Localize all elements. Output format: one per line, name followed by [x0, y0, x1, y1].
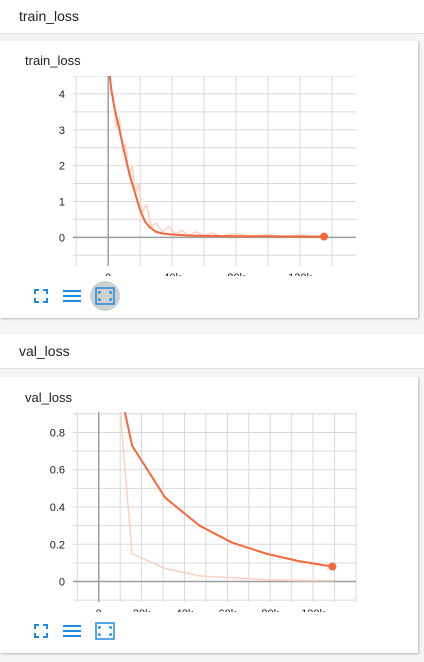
- fit-domain-button[interactable]: [94, 621, 116, 641]
- fit-domain-icon: [95, 622, 115, 640]
- toggle-log-scale-button[interactable]: [61, 286, 83, 306]
- fit-domain-button[interactable]: [90, 281, 120, 311]
- y-tick-label: 0: [59, 232, 65, 244]
- x-tick-label: 40k: [163, 272, 181, 276]
- val-loss-chart[interactable]: 0 0.2 0.4 0.6 0.8 0 20k 40k 60k 80k 100k: [0, 412, 418, 612]
- section-title: val_loss: [19, 343, 70, 359]
- x-tick-label: 0: [96, 608, 102, 612]
- x-tick-label: 40k: [176, 608, 194, 612]
- y-tick-label: 0.6: [50, 465, 65, 477]
- raw-series-line: [119, 412, 333, 582]
- last-point-marker: [320, 232, 329, 241]
- section-title: train_loss: [19, 8, 79, 24]
- smoothed-series-line: [123, 412, 333, 568]
- list-icon: [63, 290, 81, 302]
- fullscreen-button[interactable]: [30, 286, 52, 306]
- chart-card-val-loss: val_loss 0 0.2 0.4 0.6 0.8 0 20k 40k 60k 80k 100k: [0, 377, 418, 653]
- y-tick-label: 2: [59, 161, 65, 173]
- x-tick-label: 20k: [133, 608, 151, 612]
- fullscreen-icon: [34, 624, 48, 638]
- list-icon: [63, 625, 81, 637]
- smoothed-series-line: [108, 76, 324, 238]
- x-tick-label: 100k: [301, 608, 325, 612]
- y-tick-label: 0.2: [50, 539, 65, 551]
- chart-title: val_loss: [25, 390, 72, 405]
- train-loss-chart[interactable]: 0 1 2 3 4 0 40k 80k 120k: [0, 76, 418, 276]
- y-tick-label: 0.8: [50, 427, 65, 439]
- x-tick-label: 120k: [288, 272, 312, 276]
- fullscreen-button[interactable]: [30, 621, 52, 641]
- y-tick-label: 3: [59, 125, 65, 137]
- chart-card-train-loss: train_loss 0 1 2 3 4 0 40k 80k 120k: [0, 41, 418, 318]
- y-tick-label: 4: [59, 89, 65, 101]
- chart-title: train_loss: [25, 53, 81, 68]
- last-point-marker: [328, 562, 337, 571]
- section-header-val-loss[interactable]: val_loss: [0, 335, 424, 369]
- y-tick-label: 0: [59, 577, 65, 589]
- y-tick-label: 1: [59, 196, 65, 208]
- x-tick-label: 80k: [261, 608, 279, 612]
- x-tick-label: 0: [105, 272, 111, 276]
- section-header-train-loss[interactable]: train_loss: [0, 0, 424, 34]
- toggle-log-scale-button[interactable]: [61, 621, 83, 641]
- fit-domain-icon: [95, 287, 115, 305]
- x-tick-label: 80k: [227, 272, 245, 276]
- y-tick-label: 0.4: [50, 502, 65, 514]
- grid-lines: [73, 412, 357, 602]
- x-tick-label: 60k: [218, 608, 236, 612]
- fullscreen-icon: [34, 289, 48, 303]
